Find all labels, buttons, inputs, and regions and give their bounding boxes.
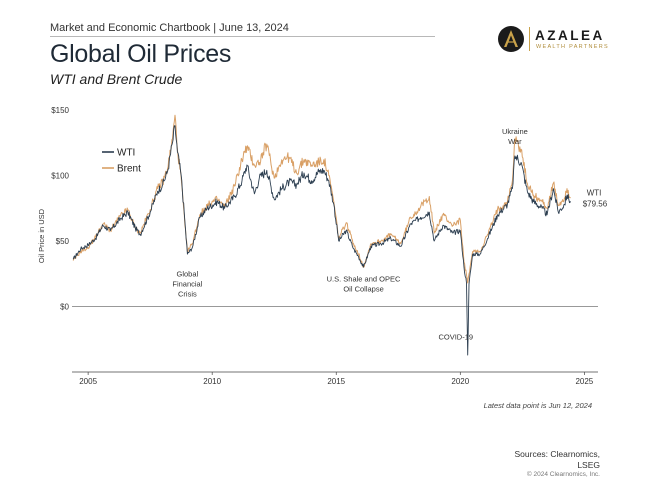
copyright: © 2024 Clearnomics, Inc. (526, 471, 600, 478)
x-tick-label: 2020 (451, 377, 469, 386)
annotation-label: Ukraine (502, 127, 528, 136)
annotation-label: Oil Collapse (343, 285, 383, 294)
x-tick-label: 2005 (79, 377, 97, 386)
azalea-logo: AZALEA WEALTH PARTNERS (498, 26, 628, 56)
annotation-label: Crisis (178, 290, 197, 299)
end-label-series: WTI (587, 188, 602, 197)
latest-data-note: Latest data point is Jun 12, 2024 (483, 401, 592, 410)
y-tick-label: $100 (51, 172, 69, 181)
azalea-a-glyph (504, 30, 518, 47)
annotation-label: Financial (172, 280, 202, 289)
y-axis-label: Oil Price in USD (37, 208, 46, 263)
legend-label-brent: Brent (117, 164, 141, 175)
page-subtitle: WTI and Brent Crude (50, 71, 183, 87)
azalea-logo-mark (498, 26, 524, 52)
sources-line-2: LSEG (577, 460, 600, 470)
x-tick-label: 2010 (203, 377, 221, 386)
x-tick-label: 2015 (327, 377, 345, 386)
chartbook-header: Market and Economic Chartbook | June 13,… (50, 22, 289, 34)
end-label-value: $79.56 (583, 199, 608, 208)
series-line-brent (72, 114, 571, 284)
logo-tagline: WEALTH PARTNERS (536, 44, 609, 50)
annotation-label: COVID-19 (438, 332, 473, 341)
page-title: Global Oil Prices (50, 40, 232, 68)
annotation-label: U.S. Shale and OPEC (327, 275, 401, 284)
y-tick-label: $150 (51, 106, 69, 115)
y-tick-label: $50 (56, 237, 70, 246)
logo-divider (529, 27, 530, 51)
logo-name: AZALEA (535, 28, 605, 43)
sources: Sources: Clearnomics, LSEG (460, 449, 600, 471)
sources-line-1: Sources: Clearnomics, (514, 449, 600, 459)
legend-label-wti: WTI (117, 148, 135, 159)
annotation-label: War (508, 137, 522, 146)
y-tick-label: $0 (60, 303, 69, 312)
series-line-wti (72, 125, 572, 356)
annotation-label: Global (177, 270, 199, 279)
header-rule (50, 36, 435, 37)
x-tick-label: 2025 (575, 377, 593, 386)
